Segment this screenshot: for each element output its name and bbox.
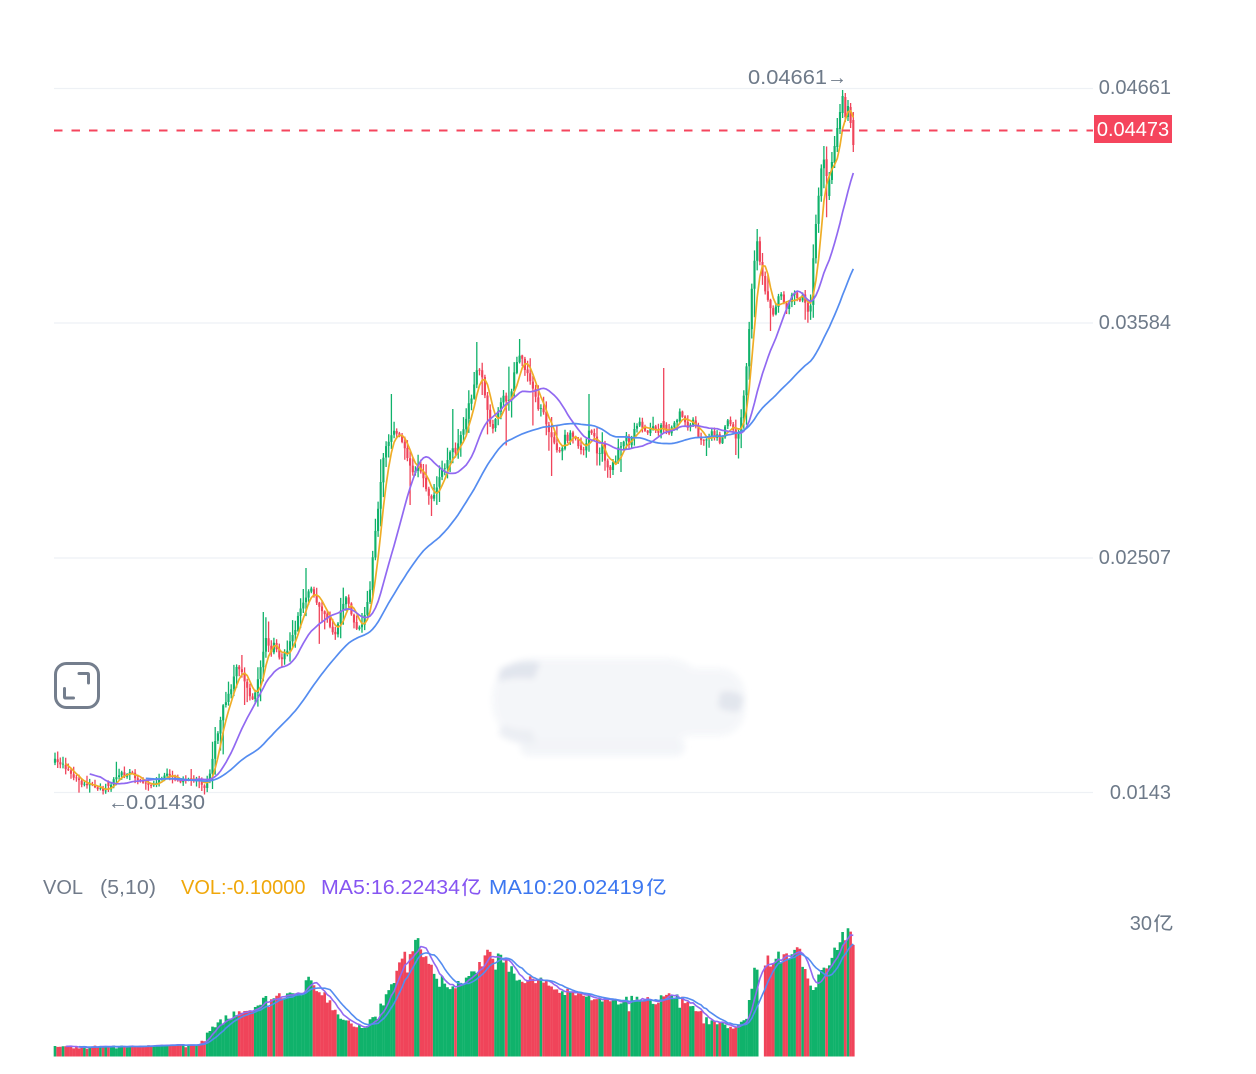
svg-text:0.01430: 0.01430 <box>126 792 205 814</box>
svg-text:(5,10): (5,10) <box>100 877 156 899</box>
svg-text:VOL:-0.10000: VOL:-0.10000 <box>181 877 306 899</box>
svg-text:←: ← <box>108 792 128 814</box>
svg-text:30: 30 <box>1130 913 1152 935</box>
svg-text:0.04661: 0.04661 <box>1099 77 1171 99</box>
svg-text:MA10:20.02419: MA10:20.02419 <box>489 877 644 899</box>
svg-text:→: → <box>827 67 847 89</box>
svg-text:VOL: VOL <box>43 877 83 899</box>
svg-text:0.02507: 0.02507 <box>1099 547 1171 569</box>
svg-text:0.0143: 0.0143 <box>1110 782 1171 804</box>
svg-text:0.03584: 0.03584 <box>1099 312 1171 334</box>
svg-text:0.04661: 0.04661 <box>748 67 827 89</box>
svg-text:MA5:16.22434: MA5:16.22434 <box>321 877 460 899</box>
svg-text:0.04473: 0.04473 <box>1097 119 1169 141</box>
